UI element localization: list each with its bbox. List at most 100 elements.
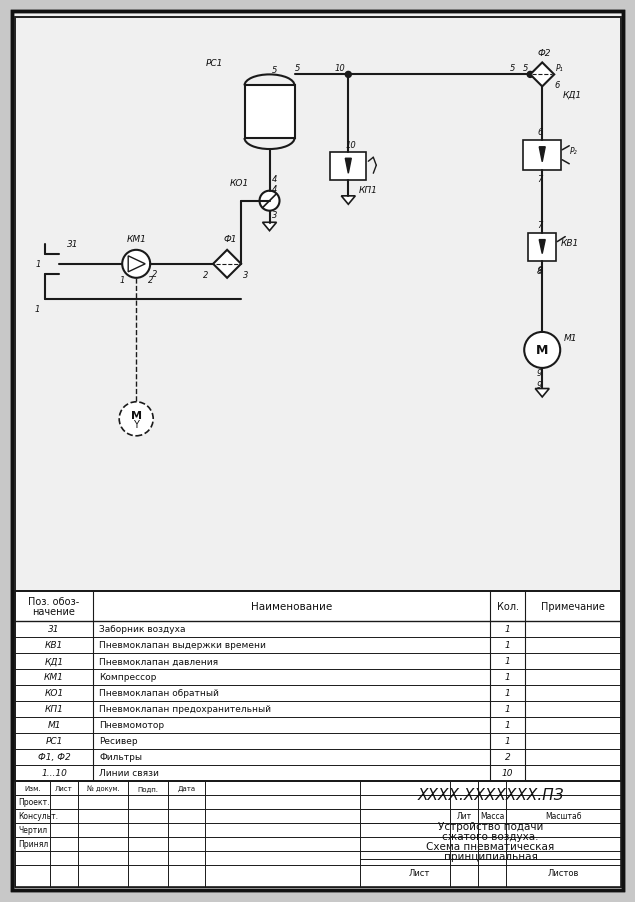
Text: XXXX.XXXXXXX.ПЗ: XXXX.XXXXXXX.ПЗ <box>417 787 564 803</box>
Text: КД1: КД1 <box>563 91 582 100</box>
Text: КП1: КП1 <box>359 186 378 195</box>
Text: принципиальная: принципиальная <box>444 851 537 861</box>
Text: начение: начение <box>32 606 76 616</box>
Text: 1: 1 <box>505 689 511 698</box>
Text: 10: 10 <box>335 64 345 73</box>
Text: Листов: Листов <box>548 869 579 878</box>
Text: 1: 1 <box>36 260 41 269</box>
Text: 8: 8 <box>538 266 543 275</box>
Text: Дата: Дата <box>177 785 196 791</box>
Text: 8: 8 <box>537 267 542 276</box>
Text: 10: 10 <box>346 141 357 150</box>
Text: Ф1: Ф1 <box>224 235 237 244</box>
Text: Пневмоклапан выдержки времени: Пневмоклапан выдержки времени <box>99 640 266 649</box>
Text: M: M <box>131 410 142 420</box>
Text: Линии связи: Линии связи <box>99 769 159 778</box>
Text: Масса: Масса <box>480 812 504 821</box>
Text: Р₁: Р₁ <box>556 64 563 73</box>
Text: M: M <box>536 344 549 357</box>
Bar <box>244 87 295 139</box>
Text: 1: 1 <box>505 625 511 634</box>
Text: 2: 2 <box>152 270 157 279</box>
Text: М1: М1 <box>563 334 577 343</box>
Text: 5: 5 <box>295 64 300 73</box>
Text: Проект.: Проект. <box>18 797 50 806</box>
Text: Заборник воздуха: Заборник воздуха <box>99 625 185 634</box>
Polygon shape <box>535 389 549 398</box>
Text: Наименование: Наименование <box>251 602 332 612</box>
Text: Изм.: Изм. <box>24 785 41 791</box>
Circle shape <box>527 72 533 78</box>
Text: Чертил: Чертил <box>18 825 47 834</box>
Text: КВ1: КВ1 <box>561 239 579 248</box>
Bar <box>523 141 561 170</box>
Text: Кол.: Кол. <box>497 602 519 612</box>
Text: 1: 1 <box>505 721 511 730</box>
Text: КМ1: КМ1 <box>126 235 146 244</box>
Text: 6: 6 <box>554 81 560 90</box>
Bar <box>15 781 621 887</box>
Text: Примечание: Примечание <box>541 602 605 612</box>
Text: Пневмоклапан обратный: Пневмоклапан обратный <box>99 689 219 698</box>
Text: Ф1, Ф2: Ф1, Ф2 <box>37 752 70 761</box>
Text: 1: 1 <box>505 704 511 713</box>
Text: Консульт.: Консульт. <box>18 812 58 821</box>
Bar <box>528 234 556 262</box>
Text: 5: 5 <box>272 66 277 75</box>
Text: Пневмоклапан предохранительный: Пневмоклапан предохранительный <box>99 704 271 713</box>
Text: 1: 1 <box>505 657 511 666</box>
Text: 2: 2 <box>147 276 153 285</box>
Text: КМ1: КМ1 <box>44 673 64 682</box>
Text: 4: 4 <box>272 185 277 194</box>
Bar <box>15 18 621 592</box>
Text: Лит: Лит <box>457 812 472 821</box>
Text: 1: 1 <box>505 640 511 649</box>
Circle shape <box>122 251 150 279</box>
Text: Подп.: Подп. <box>138 785 159 791</box>
Text: КО1: КО1 <box>230 179 249 188</box>
Text: Лист: Лист <box>408 869 430 878</box>
Text: 31: 31 <box>67 240 78 249</box>
Text: сжатого воздуха.: сжатого воздуха. <box>442 831 538 841</box>
Polygon shape <box>539 148 545 162</box>
Text: КО1: КО1 <box>44 689 64 698</box>
Text: Фильтры: Фильтры <box>99 752 142 761</box>
Text: № докум.: № докум. <box>87 785 119 791</box>
Bar <box>330 153 366 181</box>
Text: РС1: РС1 <box>45 737 63 746</box>
Text: КП1: КП1 <box>44 704 64 713</box>
Text: 7: 7 <box>538 221 543 230</box>
Polygon shape <box>128 256 145 272</box>
Text: Лист: Лист <box>55 785 73 791</box>
Bar <box>15 592 621 781</box>
Text: 2: 2 <box>505 752 511 761</box>
Text: 9: 9 <box>537 369 542 378</box>
Text: 1: 1 <box>35 305 40 314</box>
Text: 1: 1 <box>505 737 511 746</box>
Text: Р₂: Р₂ <box>570 147 577 156</box>
Text: КД1: КД1 <box>44 657 64 666</box>
Text: Масштаб: Масштаб <box>545 812 582 821</box>
Text: Поз. обоз-: Поз. обоз- <box>29 596 79 606</box>
Text: 1...10: 1...10 <box>41 769 67 778</box>
Text: 9: 9 <box>537 381 542 390</box>
Text: 10: 10 <box>502 769 513 778</box>
Polygon shape <box>341 197 356 205</box>
Text: 31: 31 <box>48 625 60 634</box>
Text: 1: 1 <box>505 673 511 682</box>
Text: Пневмоклапан давления: Пневмоклапан давления <box>99 657 218 666</box>
Circle shape <box>119 402 153 437</box>
Polygon shape <box>345 159 351 174</box>
Text: РС1: РС1 <box>206 59 224 68</box>
Text: 2: 2 <box>203 271 209 280</box>
Text: 3: 3 <box>272 211 277 220</box>
Text: Ф2: Ф2 <box>537 49 551 58</box>
Circle shape <box>260 191 279 211</box>
Text: КВ1: КВ1 <box>45 640 63 649</box>
Circle shape <box>525 333 560 369</box>
Text: Устройство подачи: Устройство подачи <box>438 821 543 831</box>
Polygon shape <box>262 223 276 232</box>
Text: 5: 5 <box>509 64 515 73</box>
Text: Компрессор: Компрессор <box>99 673 156 682</box>
Text: Ресивер: Ресивер <box>99 737 138 746</box>
